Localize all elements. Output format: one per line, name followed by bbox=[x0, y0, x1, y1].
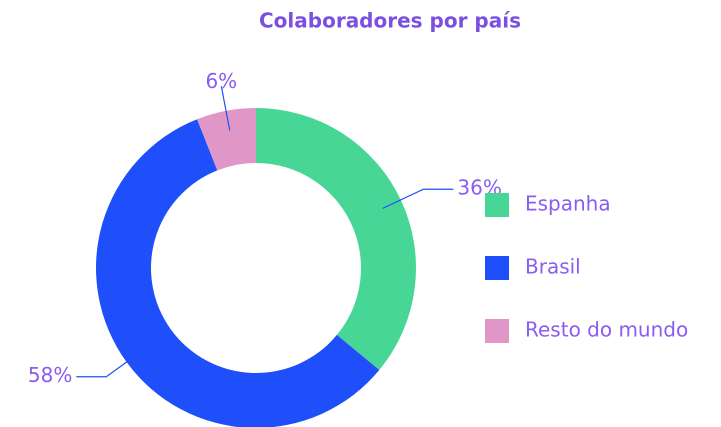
data-label: 58% bbox=[28, 363, 72, 387]
data-label: 6% bbox=[205, 69, 237, 93]
legend-label: Espanha bbox=[525, 192, 611, 216]
legend-swatch bbox=[485, 193, 509, 217]
legend-label: Brasil bbox=[525, 255, 581, 279]
donut-segment bbox=[96, 119, 380, 427]
donut-segment bbox=[256, 108, 417, 370]
chart-title: Colaboradores por país bbox=[259, 9, 521, 33]
donut-segment bbox=[197, 108, 256, 171]
legend-swatch bbox=[485, 256, 509, 280]
leader-line bbox=[382, 188, 454, 209]
legend-label: Resto do mundo bbox=[525, 318, 688, 342]
leader-line bbox=[220, 86, 231, 131]
legend-swatch bbox=[485, 319, 509, 343]
leader-line bbox=[76, 349, 144, 378]
